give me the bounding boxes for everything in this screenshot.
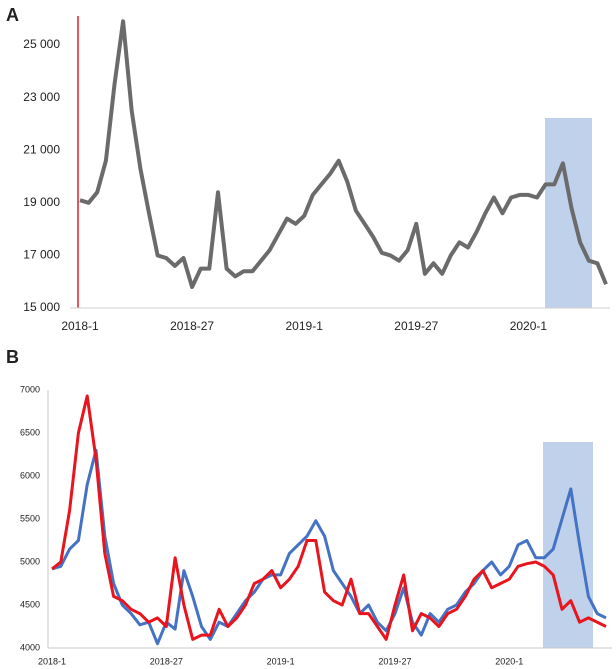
highlight-region (543, 442, 593, 648)
y-tick-label: 6000 (20, 470, 40, 480)
y-tick-label: 17 000 (23, 248, 60, 262)
x-tick-label: 2019-1 (286, 319, 324, 333)
x-tick-label: 2019-1 (267, 656, 295, 666)
x-tick-label: 2020-1 (495, 656, 523, 666)
x-tick-label: 2018-27 (150, 656, 183, 666)
x-tick-label: 2018-1 (38, 656, 66, 666)
x-tick-label: 2019-27 (394, 319, 438, 333)
panel-label: B (6, 347, 19, 367)
data-line (51, 448, 607, 646)
y-tick-label: 7000 (20, 384, 40, 394)
y-tick-label: 15 000 (23, 300, 60, 314)
y-tick-label: 23 000 (23, 90, 60, 104)
data-line (51, 394, 607, 641)
highlight-region (545, 118, 592, 308)
y-tick-label: 19 000 (23, 195, 60, 209)
x-tick-label: 2018-27 (170, 319, 214, 333)
x-tick-label: 2019-27 (378, 656, 411, 666)
y-tick-label: 6500 (20, 427, 40, 437)
y-tick-label: 21 000 (23, 142, 60, 156)
panel-label: A (6, 5, 19, 25)
y-tick-label: 4500 (20, 599, 40, 609)
x-tick-label: 2020-1 (510, 319, 548, 333)
x-tick-label: 2018-1 (61, 319, 99, 333)
y-tick-label: 4000 (20, 642, 40, 652)
y-tick-label: 5000 (20, 556, 40, 566)
y-tick-label: 25 000 (23, 37, 60, 51)
data-line (79, 19, 608, 289)
y-tick-label: 5500 (20, 513, 40, 523)
